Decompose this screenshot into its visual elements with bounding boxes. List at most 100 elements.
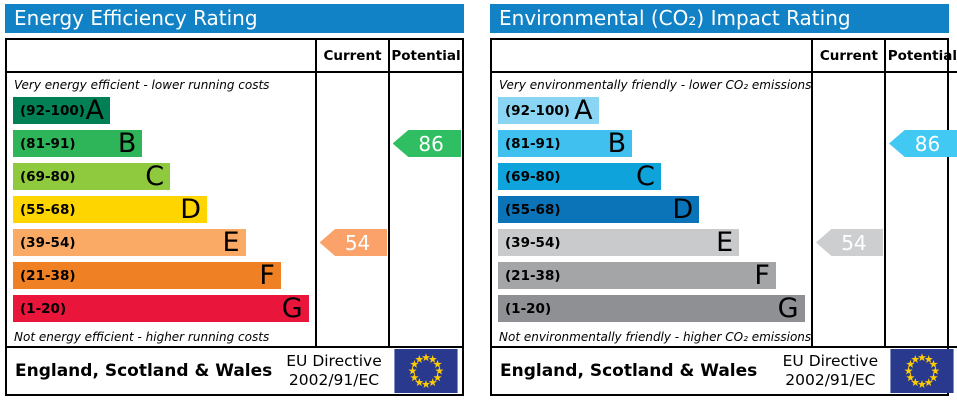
current-cell: [811, 73, 884, 94]
band-c-bar: (69-80) C: [13, 161, 171, 192]
current-cell: [315, 292, 388, 325]
band-letter: E: [716, 227, 734, 258]
band-letter: A: [85, 95, 105, 126]
potential-cell: [884, 259, 957, 292]
current-cell: [315, 160, 388, 193]
current-cell: [811, 193, 884, 226]
current-rating-value: 54: [344, 230, 371, 255]
potential-rating-value: 86: [914, 131, 941, 156]
band-range: (1-20): [20, 300, 67, 317]
potential-column-header: Potential: [388, 40, 462, 73]
co2-impact-chart: Environmental (CO₂) Impact Rating Curren…: [490, 4, 957, 396]
chart-title: Energy Efficiency Rating: [5, 4, 464, 33]
potential-column-header: Potential: [884, 40, 957, 73]
band-range: (55-68): [505, 201, 561, 218]
current-cell: [811, 292, 884, 325]
potential-cell: [884, 193, 957, 226]
potential-cell: [388, 193, 462, 226]
band-range: (39-54): [505, 234, 561, 251]
band-range: (81-91): [20, 135, 76, 152]
band-range: (81-91): [505, 135, 561, 152]
potential-cell: [884, 226, 957, 259]
band-range: (21-38): [505, 267, 561, 284]
band-c-bar: (69-80) C: [498, 163, 661, 190]
potential-cell: [388, 160, 462, 193]
spacer-cell: [492, 40, 812, 73]
band-letter: F: [754, 260, 770, 291]
potential-cell: 86: [388, 127, 462, 160]
band-a-bar: (92-100) A: [13, 95, 111, 126]
rating-table: Current Potential Very energy efficient …: [5, 38, 464, 396]
eu-flag-icon: [890, 349, 954, 393]
band-letter: C: [636, 161, 655, 192]
band-g-bar: (1-20) G: [13, 295, 309, 322]
band-letter: D: [672, 194, 694, 225]
band-letter: G: [281, 293, 303, 324]
band-range: (39-54): [20, 234, 76, 251]
band-f-bar: (21-38) F: [13, 262, 281, 289]
potential-cell: [388, 226, 462, 259]
potential-cell: [884, 73, 957, 94]
current-column-header: Current: [811, 40, 885, 73]
current-cell: [811, 94, 884, 127]
current-rating-arrow: 54: [815, 229, 884, 256]
band-letter: B: [607, 128, 627, 159]
current-cell: [315, 127, 388, 160]
band-letter: A: [574, 95, 593, 126]
chart-footer: England, Scotland & Wales EU Directive 2…: [7, 346, 462, 394]
potential-cell: [884, 292, 957, 325]
rating-table: Current Potential Very environmentally f…: [490, 38, 957, 396]
band-letter: C: [145, 161, 165, 192]
current-rating-value: 54: [841, 230, 867, 255]
potential-cell: [388, 292, 462, 325]
band-e-bar: (39-54) E: [498, 227, 740, 258]
current-rating-arrow: 54: [319, 229, 387, 256]
band-e-bar: (39-54) E: [13, 229, 246, 256]
band-letter: B: [117, 128, 137, 159]
band-range: (1-20): [505, 300, 552, 317]
band-b-bar: (81-91) B: [13, 128, 143, 159]
band-letter: D: [180, 194, 202, 225]
eu-directive-label: EU Directive 2002/91/EC: [286, 352, 382, 389]
current-cell: [315, 193, 388, 226]
band-range: (92-100): [20, 102, 85, 119]
current-cell: [811, 259, 884, 292]
potential-cell: [388, 325, 462, 346]
current-cell: [811, 325, 884, 346]
current-cell: [811, 160, 884, 193]
current-cell: [315, 73, 388, 94]
region-label: England, Scotland & Wales: [500, 361, 758, 381]
chart-title: Environmental (CO₂) Impact Rating: [490, 4, 949, 33]
band-d-bar: (55-68) D: [13, 194, 208, 225]
band-letter: E: [222, 227, 240, 258]
potential-cell: 86: [884, 127, 957, 160]
top-note: Very energy efficient - lower running co…: [14, 78, 270, 92]
potential-rating-arrow: 86: [888, 130, 957, 157]
potential-rating-value: 86: [418, 131, 444, 156]
current-cell: 54: [315, 226, 388, 259]
eu-flag-icon: [394, 349, 458, 393]
potential-cell: [884, 325, 957, 346]
top-note: Very environmentally friendly - lower CO…: [499, 78, 812, 92]
eu-directive-label: EU Directive 2002/91/EC: [782, 352, 879, 389]
band-range: (55-68): [20, 201, 76, 218]
current-column-header: Current: [315, 40, 388, 73]
band-letter: G: [777, 293, 799, 324]
band-range: (69-80): [20, 168, 76, 185]
current-cell: 54: [811, 226, 884, 259]
potential-cell: [884, 94, 957, 127]
bottom-note: Not energy efficient - higher running co…: [14, 330, 270, 344]
potential-cell: [388, 259, 462, 292]
chart-footer: England, Scotland & Wales EU Directive 2…: [492, 346, 957, 394]
band-range: (21-38): [20, 267, 76, 284]
potential-cell: [884, 160, 957, 193]
potential-cell: [388, 94, 462, 127]
band-f-bar: (21-38) F: [498, 262, 776, 289]
spacer-cell: [7, 40, 315, 73]
band-letter: F: [259, 260, 275, 291]
energy-efficiency-chart: Energy Efficiency Rating Current Potenti…: [5, 4, 464, 396]
potential-cell: [388, 73, 462, 94]
current-cell: [315, 94, 388, 127]
current-cell: [315, 259, 388, 292]
